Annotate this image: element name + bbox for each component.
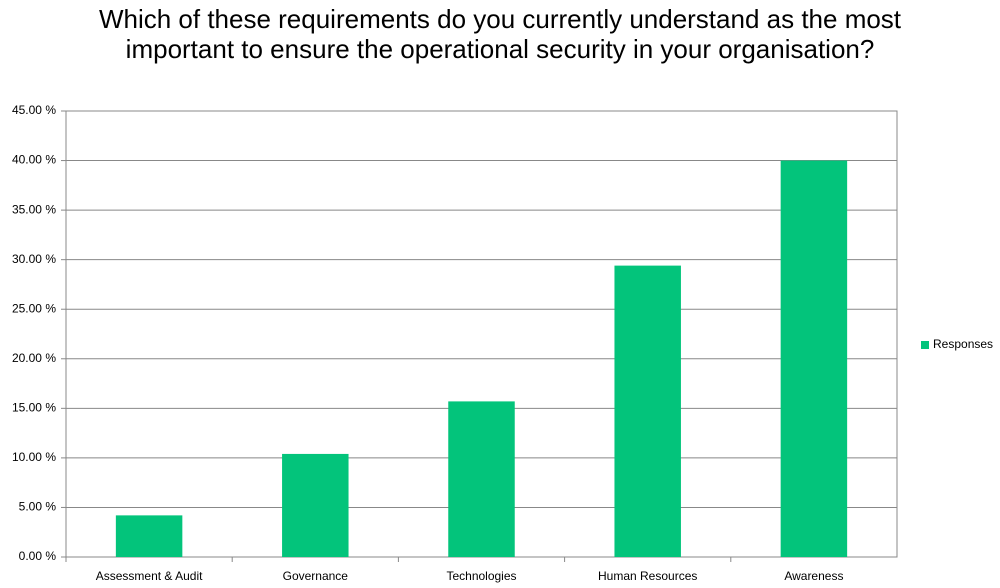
x-tick-label: Human Resources	[598, 569, 697, 583]
bar	[115, 515, 183, 557]
bar	[614, 265, 681, 557]
chart-title: Which of these requirements do you curre…	[98, 4, 902, 64]
y-tick-label: 0.00 %	[19, 549, 57, 563]
legend-swatch	[921, 341, 929, 349]
bar	[780, 160, 848, 558]
y-tick-label: 30.00 %	[12, 252, 56, 266]
bar	[448, 401, 515, 557]
y-tick-label: 45.00 %	[12, 103, 56, 117]
y-tick-label: 20.00 %	[12, 351, 56, 365]
y-tick-label: 10.00 %	[12, 450, 56, 464]
x-tick-label: Assessment & Audit	[96, 569, 203, 583]
y-tick-label: 5.00 %	[19, 500, 57, 514]
x-tick-label: Awareness	[784, 569, 843, 583]
y-tick-label: 15.00 %	[12, 401, 56, 415]
bar	[282, 453, 349, 557]
y-tick-label: 25.00 %	[12, 301, 56, 315]
legend-label: Responses	[933, 337, 993, 351]
y-tick-label: 35.00 %	[12, 202, 56, 216]
y-tick-label: 40.00 %	[12, 153, 56, 167]
x-tick-label: Governance	[283, 569, 349, 583]
x-tick-label: Technologies	[446, 569, 516, 583]
